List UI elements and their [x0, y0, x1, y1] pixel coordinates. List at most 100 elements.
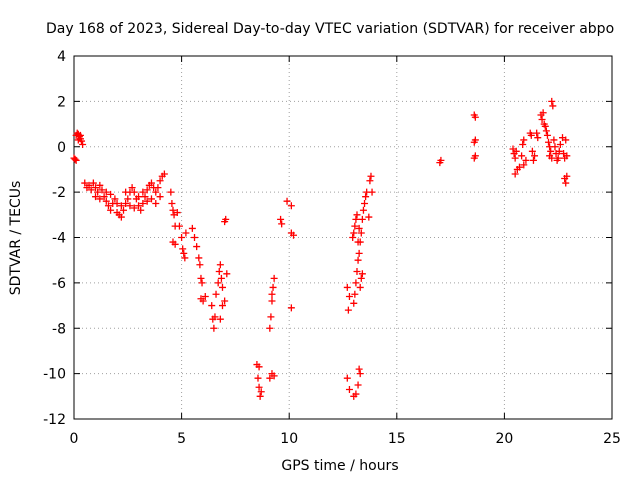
data-point — [547, 147, 555, 155]
data-point — [561, 175, 569, 183]
data-point — [175, 222, 183, 230]
data-point — [538, 116, 546, 124]
data-point — [104, 202, 112, 210]
data-point — [534, 134, 542, 142]
data-point — [361, 199, 369, 207]
data-point — [256, 392, 264, 400]
data-point — [353, 211, 361, 219]
data-point — [365, 213, 373, 221]
data-point — [515, 163, 523, 171]
data-point — [87, 186, 95, 194]
data-point — [358, 270, 366, 278]
y-axis-ticks: -12 -10 -8 -6 -4 -2 0 2 4 — [43, 49, 612, 428]
y-tick-label: -12 — [43, 412, 66, 428]
data-point — [152, 199, 160, 207]
data-point — [96, 195, 104, 203]
data-point — [556, 140, 564, 148]
data-point — [352, 390, 360, 398]
data-point — [160, 170, 168, 178]
data-point — [217, 274, 225, 282]
data-point — [216, 261, 224, 269]
data-point — [290, 231, 298, 239]
data-point — [471, 136, 479, 144]
data-point — [179, 245, 187, 253]
data-point — [107, 206, 115, 214]
data-point — [193, 243, 201, 251]
data-point — [270, 372, 278, 380]
data-point — [89, 179, 97, 187]
data-point — [352, 279, 360, 287]
data-point — [345, 386, 353, 394]
data-point — [518, 152, 526, 160]
data-point — [130, 204, 138, 212]
data-point — [266, 324, 274, 332]
data-point — [533, 129, 541, 137]
data-point — [527, 131, 535, 139]
x-axis-ticks: 0 5 10 15 20 25 — [70, 56, 621, 447]
data-point — [81, 179, 89, 187]
y-tick-label: 2 — [57, 94, 66, 110]
data-point — [359, 206, 367, 214]
data-point — [180, 249, 188, 257]
data-point — [356, 283, 364, 291]
data-point — [345, 292, 353, 300]
data-point — [548, 154, 556, 162]
data-point — [74, 136, 82, 144]
data-point — [212, 290, 220, 298]
data-point — [343, 374, 351, 382]
data-point — [201, 292, 209, 300]
y-tick-label: -10 — [43, 367, 66, 383]
data-point — [554, 154, 562, 162]
data-point — [362, 193, 370, 201]
x-tick-label: 20 — [495, 431, 513, 447]
data-point — [197, 274, 205, 282]
data-point — [107, 190, 115, 198]
x-tick-label: 15 — [388, 431, 406, 447]
y-tick-label: -8 — [52, 321, 66, 337]
data-point — [353, 268, 361, 276]
data-point — [141, 193, 149, 201]
data-point — [210, 324, 218, 332]
data-point — [215, 268, 223, 276]
data-point — [355, 249, 363, 257]
data-point — [221, 297, 229, 305]
data-point — [562, 136, 570, 144]
data-point — [78, 137, 86, 145]
data-point — [71, 155, 79, 163]
data-point — [278, 220, 286, 228]
data-point — [255, 363, 263, 371]
data-point — [471, 152, 479, 160]
x-tick-label: 10 — [280, 431, 298, 447]
data-point — [156, 193, 164, 201]
data-point — [139, 188, 147, 196]
data-point — [196, 261, 204, 269]
data-point — [539, 109, 547, 117]
data-point — [191, 234, 199, 241]
data-point — [94, 188, 102, 196]
data-point — [511, 170, 519, 178]
data-point — [168, 199, 176, 207]
data-point — [357, 229, 365, 237]
data-point — [122, 199, 130, 207]
data-point — [368, 188, 376, 196]
data-point — [96, 181, 104, 189]
data-point — [343, 283, 351, 291]
data-point — [72, 156, 80, 164]
data-point — [113, 199, 121, 207]
data-point — [287, 202, 295, 210]
y-tick-label: -4 — [52, 231, 66, 247]
data-point — [354, 238, 362, 246]
data-point — [100, 193, 108, 201]
y-tick-label: -6 — [52, 276, 66, 292]
data-point — [283, 197, 291, 205]
data-point — [529, 156, 537, 164]
data-point — [511, 154, 519, 162]
data-point — [351, 290, 359, 298]
data-point — [143, 186, 151, 194]
data-point — [122, 188, 130, 196]
data-point — [257, 388, 265, 396]
data-point — [267, 313, 275, 321]
data-point — [563, 152, 571, 160]
data-point — [222, 215, 230, 223]
data-point — [548, 97, 556, 105]
